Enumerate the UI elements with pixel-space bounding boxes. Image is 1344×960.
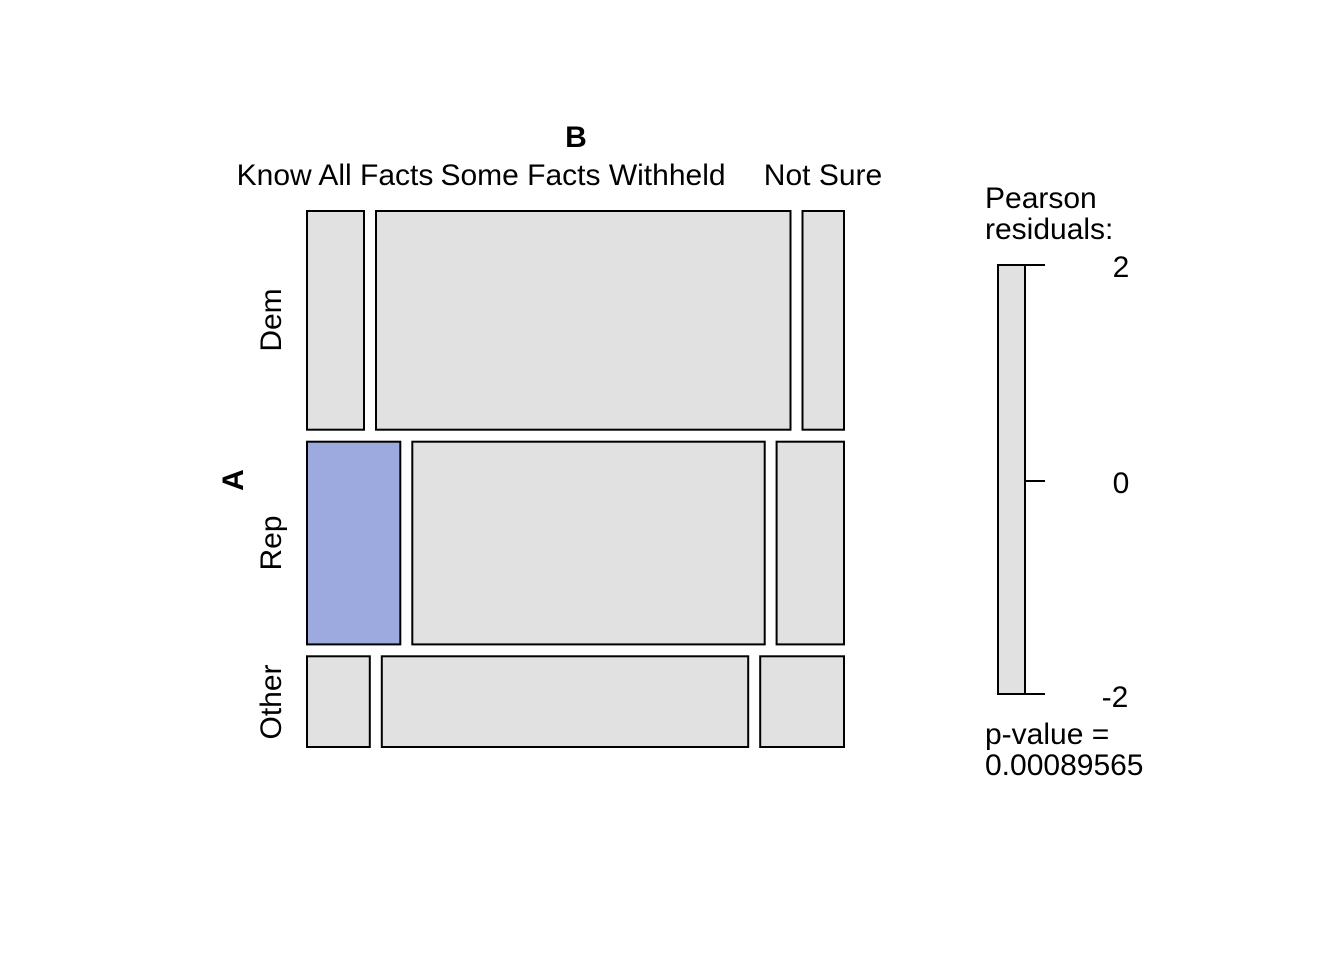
column-variable-title: B <box>565 121 587 154</box>
tile-dem-some-facts-withheld <box>375 210 792 431</box>
pvalue-value: 0.00089565 <box>985 749 1144 782</box>
legend-tick-label-2: 2 <box>1113 251 1130 284</box>
tile-rep-some-facts-withheld <box>411 440 766 646</box>
row-label-other: Other <box>255 664 288 739</box>
row-variable-title: A <box>217 469 250 491</box>
tile-rep-not-sure <box>775 440 845 646</box>
column-label-know-all-facts: Know All Facts <box>237 159 434 192</box>
tile-rep-know-all-facts <box>306 440 402 646</box>
legend-tick-label-0: 0 <box>1113 467 1130 500</box>
tile-other-some-facts-withheld <box>380 655 750 748</box>
column-label-not-sure: Not Sure <box>764 159 882 192</box>
tile-dem-not-sure <box>801 210 845 431</box>
row-label-rep: Rep <box>255 515 288 570</box>
legend-title-line-2: residuals: <box>985 213 1113 246</box>
legend-tick-label-neg2: -2 <box>1102 681 1129 714</box>
mosaic-tiles <box>306 210 846 748</box>
residual-legend: Pearson residuals: 2 0 -2 p-value = 0.00… <box>985 182 1144 782</box>
pvalue-label: p-value = <box>985 718 1109 751</box>
legend-color-bar <box>997 264 1026 695</box>
tile-dem-know-all-facts <box>306 210 365 431</box>
row-label-dem: Dem <box>255 288 288 351</box>
tile-other-know-all-facts <box>306 655 371 748</box>
column-label-some-facts-withheld: Some Facts Withheld <box>440 159 725 192</box>
tile-other-not-sure <box>759 655 846 748</box>
legend-title-line-1: Pearson <box>985 182 1097 215</box>
